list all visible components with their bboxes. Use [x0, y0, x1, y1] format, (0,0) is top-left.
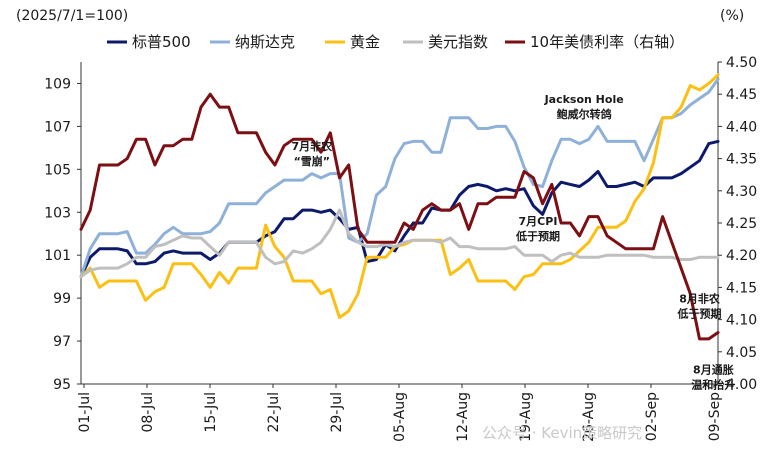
annotation-5-line-1: 8月通胀	[693, 362, 734, 376]
x-tick-label: 29-Jul	[329, 392, 345, 433]
annotation-3-line-2: 低于预期	[515, 229, 560, 243]
left-tick-label: 99	[53, 291, 71, 307]
legend-label-4: 美元指数	[428, 33, 488, 51]
watermark-text: 公众号 · Kevin策略研究	[482, 424, 642, 442]
x-tick-label: 09-Sep	[707, 392, 723, 441]
left-tick-label: 97	[53, 334, 71, 350]
right-tick-label: 4.05	[726, 345, 757, 361]
axes-layer: (2025/7/1=100) (%) 95 97 99 101 103 105 107 109 4.…	[16, 8, 757, 442]
right-tick-label: 4.35	[726, 152, 757, 168]
series-line-5	[79, 92, 720, 341]
legend: 标普500 纳斯达克 黄金 美元指数 10年美债利率（右轴）	[107, 33, 684, 51]
legend-label-1: 标普500	[132, 33, 191, 51]
annotation-2-line-1: Jackson Hole	[544, 93, 624, 106]
left-axis-unit: (2025/7/1=100)	[16, 8, 128, 24]
x-tick-label: 15-Jul	[203, 392, 219, 433]
annotation-1-line-2: “雪崩”	[294, 154, 330, 168]
right-tick-label: 4.50	[726, 55, 757, 71]
annotation-2-line-2: 鲍威尔转鸽	[557, 107, 612, 121]
x-tick-label: 02-Sep	[644, 392, 660, 441]
annotation-5-line-2: 温和抬升	[691, 377, 735, 391]
left-tick-label: 95	[53, 377, 71, 393]
legend-label-5: 10年美债利率（右轴）	[530, 33, 684, 51]
left-tick-label: 103	[44, 205, 71, 221]
legend-label-2: 纳斯达克	[235, 33, 295, 51]
x-tick-label: 26-Aug	[581, 392, 597, 442]
annotation-4-line-2: 低于预期	[677, 306, 722, 320]
x-tick-label: 22-Jul	[266, 392, 282, 433]
left-tick-label: 105	[44, 162, 71, 178]
right-tick-label: 4.25	[726, 216, 757, 232]
series-line-3	[79, 73, 720, 319]
x-tick-label: 05-Aug	[392, 392, 408, 442]
right-tick-label: 4.40	[726, 119, 757, 135]
x-tick-label: 19-Aug	[518, 392, 534, 442]
annotation-4-line-1: 8月非农	[679, 291, 720, 305]
x-tick-label: 08-Jul	[140, 392, 156, 433]
x-tick-label: 12-Aug	[455, 392, 471, 442]
right-tick-label: 4.30	[726, 184, 757, 200]
left-tick-label: 109	[44, 76, 71, 92]
series-line-2	[79, 77, 720, 279]
right-axis-unit: (%)	[720, 8, 744, 24]
series-layer	[79, 73, 720, 341]
series-line-4	[79, 208, 720, 279]
right-tick-label: 4.15	[726, 280, 757, 296]
right-tick-label: 4.45	[726, 87, 757, 103]
legend-label-3: 黄金	[350, 33, 380, 51]
annotations: 7月非农“雪崩”Jackson Hole鲍威尔转鸽7月CPI低于预期8月非农低于…	[291, 93, 735, 391]
right-tick-label: 4.20	[726, 248, 757, 264]
right-tick-label: 4.00	[726, 377, 757, 393]
left-tick-label: 101	[44, 248, 71, 264]
annotation-1-line-1: 7月非农	[291, 139, 332, 153]
annotation-3-line-1: 7月CPI	[519, 215, 558, 228]
right-tick-label: 4.10	[726, 313, 757, 329]
x-tick-label: 01-Jul	[77, 392, 93, 433]
left-tick-label: 107	[44, 119, 71, 135]
